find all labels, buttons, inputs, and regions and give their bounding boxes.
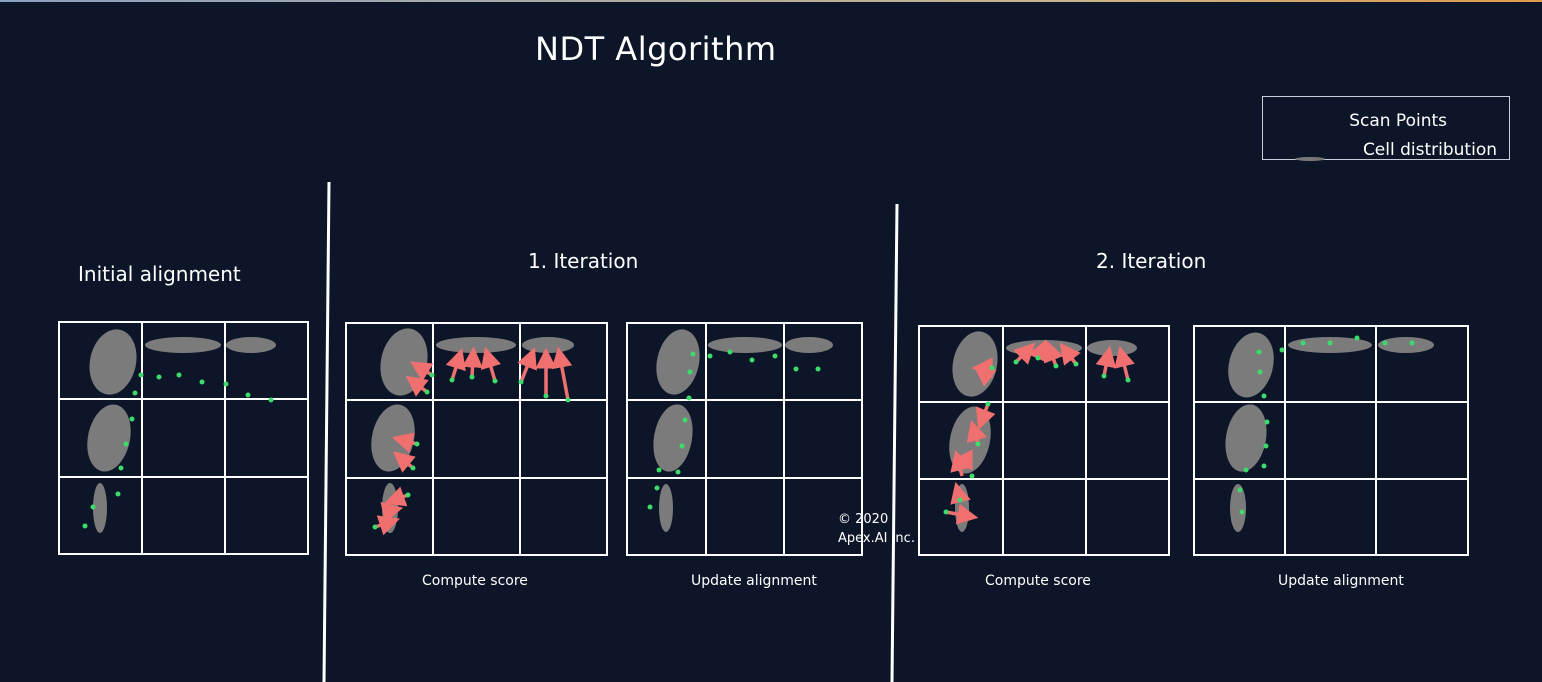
caption-update-alignment-1: Update alignment: [691, 573, 817, 589]
scan-points-initial: [82, 372, 274, 529]
page-title: NDT Algorithm: [535, 30, 777, 68]
scan-points-iter2-update: [1237, 335, 1415, 515]
separator-line-2: [890, 203, 899, 682]
caption-compute-score-2: Compute score: [985, 573, 1091, 589]
legend-ellipse-swatch: [1295, 157, 1325, 161]
panel-iteration1-compute-score: [345, 322, 608, 556]
legend-scan-points: Scan Points: [1349, 111, 1447, 131]
grid-initial: [58, 321, 309, 555]
panel-initial-alignment: [58, 321, 309, 555]
section-initial-alignment: Initial alignment: [78, 262, 241, 286]
scan-points-iter1-compute: [372, 372, 571, 530]
cell-distributions-iter1-update: [653, 329, 833, 532]
grid-iter2-update: [1193, 325, 1469, 556]
grid-iter1-update: [626, 322, 863, 556]
panel-iteration2-update-alignment: [1193, 325, 1469, 556]
cell-distributions-initial: [87, 329, 276, 533]
separator-line-1: [322, 181, 331, 682]
grid-iter2-compute: [918, 325, 1170, 556]
cell-distributions-iter2-update: [1225, 332, 1434, 532]
caption-update-alignment-2: Update alignment: [1278, 573, 1404, 589]
panel-iteration2-compute-score: [918, 325, 1170, 556]
legend-cell-distribution: Cell distribution: [1362, 140, 1497, 160]
copyright-notice: © 2020 Apex.AI Inc.: [838, 510, 915, 548]
scan-points-iter1-update: [647, 349, 821, 510]
section-iteration-1: 1. Iteration: [528, 249, 639, 273]
score-arrows-iter1: [374, 346, 573, 536]
cell-distributions-iter1-compute: [371, 328, 574, 533]
section-iteration-2: 2. Iteration: [1096, 249, 1207, 273]
caption-compute-score-1: Compute score: [422, 573, 528, 589]
panel-iteration1-update-alignment: [626, 322, 863, 556]
scan-points-iter2-compute: [943, 355, 1131, 515]
legend-box: Scan Points Cell distribution: [1262, 96, 1510, 161]
copyright-year: © 2020: [838, 512, 889, 527]
copyright-company: Apex.AI Inc.: [838, 531, 915, 546]
top-accent-line: [0, 0, 1542, 2]
